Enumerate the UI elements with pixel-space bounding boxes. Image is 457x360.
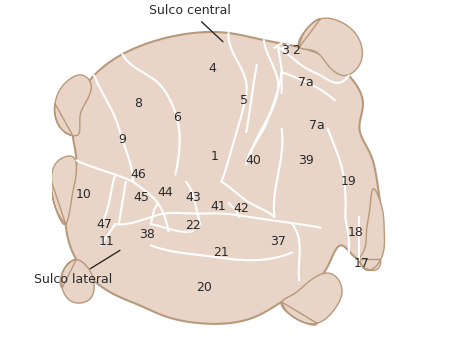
- Text: 11: 11: [99, 235, 114, 248]
- Text: 6: 6: [173, 112, 181, 125]
- Text: 1: 1: [210, 150, 218, 163]
- Text: 9: 9: [118, 133, 126, 146]
- Text: 46: 46: [130, 168, 146, 181]
- Text: 4: 4: [209, 62, 217, 75]
- Polygon shape: [50, 156, 76, 225]
- Text: 3: 3: [281, 44, 289, 57]
- Text: 22: 22: [185, 219, 201, 233]
- Text: Sulco lateral: Sulco lateral: [34, 250, 120, 286]
- Text: 7a: 7a: [298, 76, 314, 89]
- Text: 8: 8: [134, 97, 142, 110]
- Text: 10: 10: [75, 188, 91, 201]
- Polygon shape: [60, 260, 94, 303]
- Text: 37: 37: [270, 235, 286, 248]
- Polygon shape: [64, 32, 381, 324]
- Text: 18: 18: [348, 226, 364, 239]
- Polygon shape: [298, 18, 362, 76]
- Text: 41: 41: [211, 200, 227, 213]
- Text: Sulco central: Sulco central: [149, 4, 230, 42]
- Polygon shape: [54, 75, 91, 136]
- Text: 40: 40: [245, 154, 261, 167]
- Text: 45: 45: [134, 191, 150, 204]
- Text: 2: 2: [292, 44, 300, 57]
- Text: 19: 19: [341, 175, 357, 188]
- Text: 7a: 7a: [309, 118, 325, 131]
- Polygon shape: [359, 189, 384, 270]
- Text: 43: 43: [185, 191, 201, 204]
- Text: 17: 17: [353, 257, 369, 270]
- Text: 47: 47: [97, 217, 112, 231]
- Text: 44: 44: [157, 186, 173, 199]
- Text: 38: 38: [139, 228, 155, 241]
- Text: 42: 42: [233, 202, 249, 215]
- Text: 5: 5: [240, 94, 249, 107]
- Text: 20: 20: [196, 281, 212, 294]
- Text: 21: 21: [213, 246, 229, 259]
- Polygon shape: [281, 273, 342, 325]
- Text: 39: 39: [298, 154, 314, 167]
